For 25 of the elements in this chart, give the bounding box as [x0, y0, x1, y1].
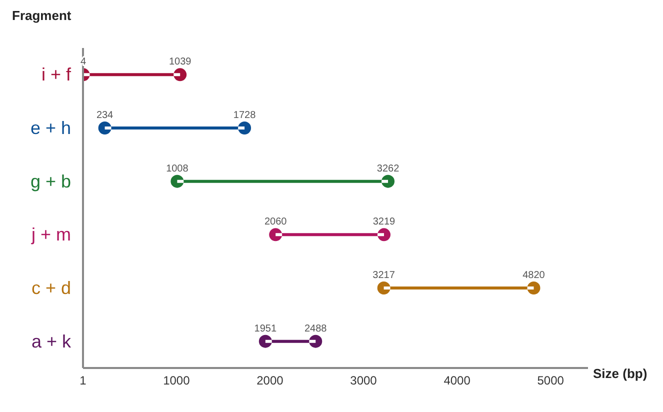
- y-tick-label: e + h: [30, 118, 71, 138]
- annotation: 1008: [166, 163, 189, 174]
- annotation: 234: [96, 110, 114, 121]
- x-axis-title: Size (bp): [593, 366, 648, 381]
- annotation: 1951: [254, 323, 277, 334]
- annotation: 3262: [376, 163, 400, 174]
- x-tick-label: 1: [80, 374, 87, 388]
- x-tick-label: 1000: [163, 374, 190, 388]
- y-tick-label: c + d: [31, 278, 71, 298]
- x-tick-label: 3000: [350, 374, 378, 388]
- x-tick-label: 5000: [537, 374, 564, 388]
- x-tick-label: 4000: [444, 374, 471, 388]
- y-tick-label: j + m: [30, 224, 71, 245]
- annotation: 2060: [264, 216, 288, 228]
- y-tick-label: i + f: [41, 64, 72, 85]
- annotation: 1039: [168, 56, 192, 68]
- annotation: 2488: [304, 323, 328, 334]
- y-tick-label: a + k: [31, 331, 72, 352]
- x-tick-label: 2000: [256, 374, 284, 388]
- y-tick-label: g + b: [30, 171, 71, 192]
- annotation: 3219: [372, 216, 396, 228]
- annotation: 4820: [522, 270, 546, 281]
- annotation: 1728: [233, 110, 256, 121]
- y-axis-title: Fragment: [12, 8, 72, 23]
- annotation: 3217: [372, 270, 396, 281]
